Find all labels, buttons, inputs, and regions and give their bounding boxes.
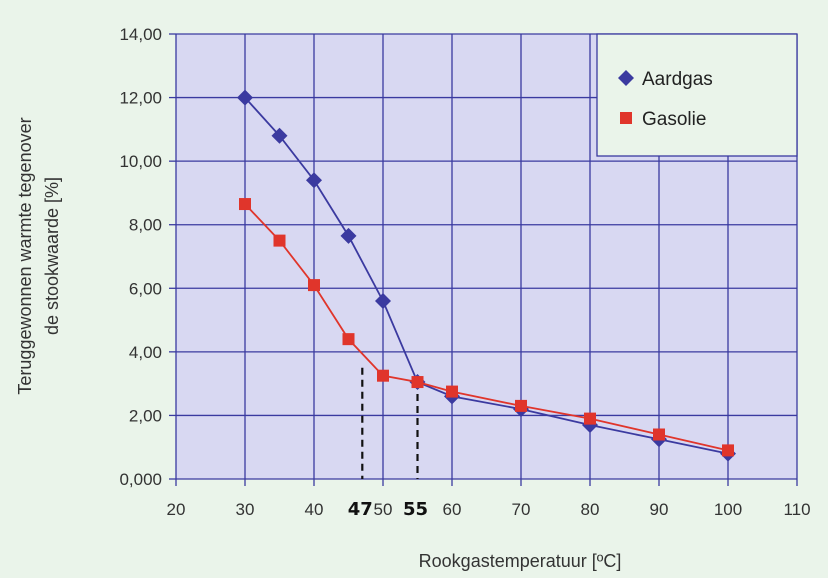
x-tick-label: 110 [783, 500, 810, 519]
annotations: 47 55 [348, 367, 428, 520]
y-tick-label: 6,00 [129, 279, 162, 298]
y-tick-label: 14,00 [119, 25, 162, 44]
data-point-diamond [306, 172, 322, 189]
y-tick-label: 10,00 [119, 152, 162, 171]
legend-label: Aardgas [642, 69, 713, 90]
annotation-label: 55 [403, 499, 428, 520]
data-point-square [584, 412, 596, 425]
axis-titles: Rookgastemperatuur [ºC] Teruggewonnen wa… [15, 117, 621, 571]
x-tick-label: 30 [236, 500, 255, 519]
legend-marker-diamond-icon [618, 70, 634, 86]
y-axis-title-line-2: de stookwaarde [%] [42, 177, 62, 335]
annotation-label: 47 [348, 499, 373, 520]
data-point-diamond [340, 227, 357, 244]
data-point-square [342, 333, 355, 346]
y-tick-label: 12,00 [119, 89, 162, 108]
data-point-square [446, 385, 458, 398]
x-tick-label: 20 [167, 500, 186, 519]
legend-box [596, 33, 798, 157]
x-tick-label: 40 [305, 500, 324, 519]
y-tick-label: 8,00 [129, 216, 162, 235]
data-point-square [411, 376, 424, 389]
data-point-diamond [375, 293, 391, 309]
x-axis-title: Rookgastemperatuur [ºC] [419, 551, 622, 571]
tick-labels: 20 30 40 50 60 70 80 90 100 110 0,000 2,00 4,00 6,00 8… [119, 25, 810, 519]
data-point-square [653, 428, 665, 441]
data-point-square [308, 279, 320, 292]
data-point-square [722, 444, 734, 457]
x-tick-label: 90 [650, 500, 669, 519]
data-point-square [239, 198, 251, 211]
x-tick-label: 70 [512, 500, 531, 519]
data-point-square [377, 369, 389, 382]
x-tick-label: 60 [443, 500, 462, 519]
legend: Aardgas Gasolie [596, 33, 798, 157]
x-tick-label: 80 [581, 500, 600, 519]
series-gasolie [239, 198, 734, 457]
data-point-diamond [237, 89, 253, 106]
data-point-square [273, 234, 286, 247]
y-tick-label: 4,00 [129, 343, 162, 362]
y-tick-label: 0,000 [119, 470, 162, 489]
y-axis-title-line-1: Teruggewonnen warmte tegenover [15, 117, 35, 394]
y-tick-label: 2,00 [129, 406, 162, 425]
data-point-square [515, 399, 527, 412]
x-tick-label: 100 [714, 500, 742, 519]
data-point-diamond [271, 127, 288, 144]
series-layer [237, 89, 736, 462]
legend-label: Gasolie [642, 109, 706, 130]
x-tick-label: 50 [374, 500, 393, 519]
legend-marker-square-icon [620, 112, 632, 124]
